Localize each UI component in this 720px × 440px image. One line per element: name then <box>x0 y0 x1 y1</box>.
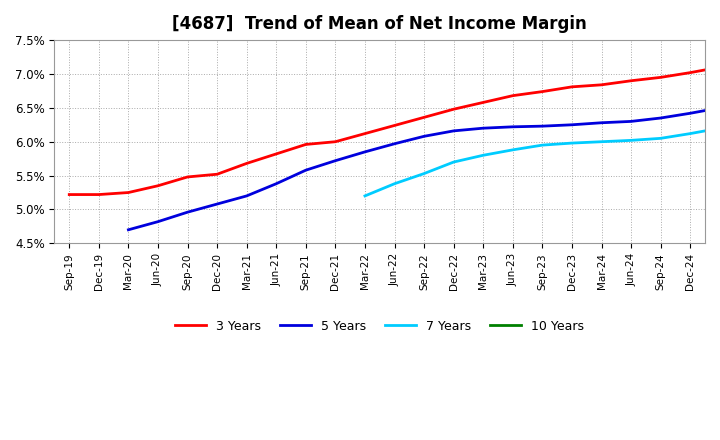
Title: [4687]  Trend of Mean of Net Income Margin: [4687] Trend of Mean of Net Income Margi… <box>172 15 587 33</box>
5 Years <box>420 134 428 139</box>
5 Years <box>331 158 340 163</box>
3 Years <box>390 123 399 128</box>
5 Years <box>686 110 695 116</box>
3 Years <box>361 131 369 136</box>
Legend: 3 Years, 5 Years, 7 Years, 10 Years: 3 Years, 5 Years, 7 Years, 10 Years <box>170 315 590 337</box>
5 Years <box>153 219 162 224</box>
3 Years <box>716 65 720 70</box>
5 Years <box>538 124 546 129</box>
7 Years <box>538 143 546 148</box>
Line: 5 Years: 5 Years <box>128 103 720 230</box>
7 Years <box>716 125 720 131</box>
Line: 7 Years: 7 Years <box>365 123 720 196</box>
5 Years <box>479 125 487 131</box>
5 Years <box>124 227 132 232</box>
3 Years <box>657 75 665 80</box>
7 Years <box>420 171 428 176</box>
7 Years <box>361 193 369 198</box>
5 Years <box>213 202 222 207</box>
3 Years <box>272 151 281 157</box>
3 Years <box>538 89 546 94</box>
5 Years <box>449 128 458 133</box>
3 Years <box>153 183 162 188</box>
5 Years <box>597 120 606 125</box>
3 Years <box>479 100 487 105</box>
7 Years <box>390 181 399 187</box>
5 Years <box>567 122 576 128</box>
3 Years <box>65 192 73 197</box>
5 Years <box>716 105 720 110</box>
3 Years <box>331 139 340 144</box>
3 Years <box>94 192 103 197</box>
5 Years <box>508 124 517 129</box>
7 Years <box>567 140 576 146</box>
5 Years <box>361 149 369 154</box>
5 Years <box>302 168 310 173</box>
7 Years <box>508 147 517 153</box>
7 Years <box>479 153 487 158</box>
5 Years <box>390 141 399 147</box>
7 Years <box>597 139 606 144</box>
3 Years <box>597 82 606 88</box>
7 Years <box>626 138 635 143</box>
3 Years <box>508 93 517 98</box>
3 Years <box>449 106 458 112</box>
5 Years <box>183 209 192 215</box>
3 Years <box>420 115 428 120</box>
5 Years <box>243 193 251 198</box>
7 Years <box>449 159 458 165</box>
3 Years <box>302 142 310 147</box>
3 Years <box>243 161 251 166</box>
5 Years <box>657 115 665 121</box>
3 Years <box>183 174 192 180</box>
5 Years <box>272 181 281 187</box>
3 Years <box>567 84 576 89</box>
Line: 3 Years: 3 Years <box>69 64 720 194</box>
7 Years <box>657 136 665 141</box>
3 Years <box>213 172 222 177</box>
3 Years <box>124 190 132 195</box>
5 Years <box>626 119 635 124</box>
7 Years <box>686 131 695 136</box>
3 Years <box>686 70 695 75</box>
3 Years <box>626 78 635 84</box>
